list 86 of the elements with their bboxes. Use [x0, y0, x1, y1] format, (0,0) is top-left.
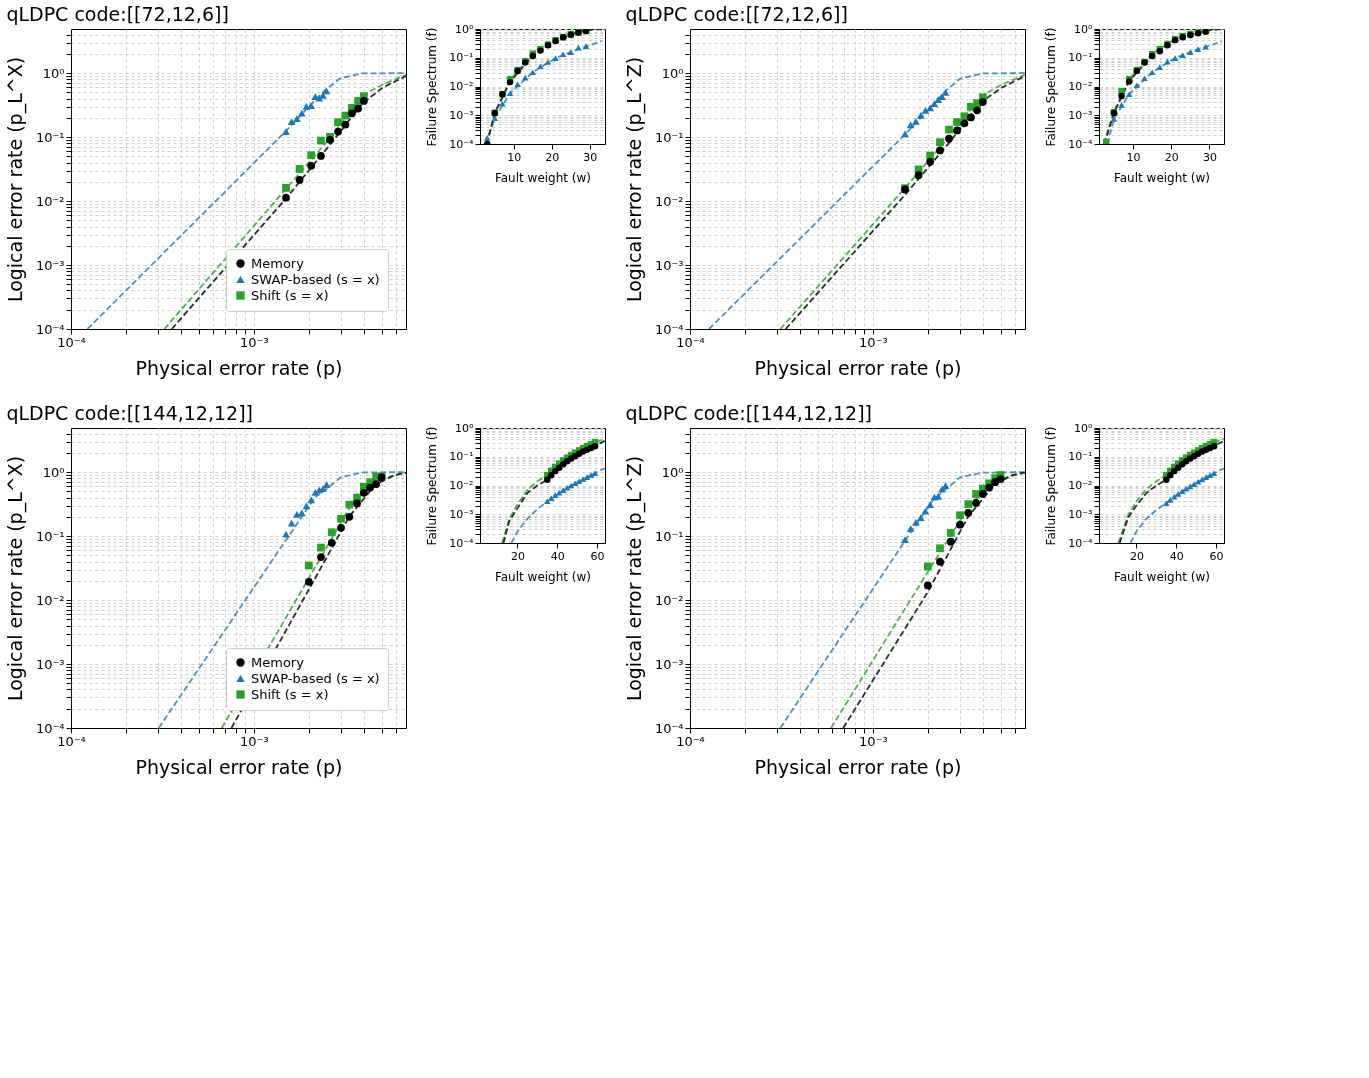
chart-title: qLDPC code:[[144,12,12]]: [6, 401, 254, 424]
legend-label: Shift (s = x): [251, 287, 329, 303]
y-tick-label: 10⁻²: [35, 592, 65, 608]
y-tick-label: 10⁰: [42, 65, 65, 81]
y-tick-label: 10⁻⁴: [449, 536, 475, 550]
legend-label: SWAP-based (s = x): [251, 271, 380, 287]
x-tick-label: 10⁻⁴: [57, 334, 86, 350]
x-tick-label: 10: [1126, 150, 1141, 164]
x-tick-label: 10⁻³: [240, 733, 269, 749]
x-tick-label: 20: [510, 549, 525, 563]
y-tick-label: 10⁻¹: [1068, 450, 1093, 464]
x-tick-label: 20: [1164, 150, 1179, 164]
y-tick-label: 10⁰: [1074, 421, 1094, 435]
x-tick-label: 10: [507, 150, 522, 164]
x-tick-label: 40: [550, 549, 565, 563]
legend-label: Shift (s = x): [251, 686, 329, 702]
y-axis-title: Failure Spectrum (f): [1044, 426, 1059, 546]
y-tick-label: 10⁻²: [35, 193, 65, 209]
y-tick-label: 10⁻³: [654, 257, 684, 273]
x-tick-label: 20: [545, 150, 560, 164]
y-tick-label: 10⁻⁴: [1068, 137, 1094, 151]
x-axis-title: Physical error rate (p): [135, 356, 343, 379]
y-axis-title: Failure Spectrum (f): [425, 426, 440, 546]
y-tick-label: 10⁻³: [1068, 507, 1093, 521]
legend-label: Memory: [251, 255, 305, 271]
y-tick-label: 10⁻¹: [449, 450, 474, 464]
x-axis-title: Physical error rate (p): [754, 755, 962, 778]
y-axis-title: Logical error rate (p_L^Z): [622, 455, 646, 702]
x-tick-label: 30: [1202, 150, 1217, 164]
legend-label: Memory: [251, 654, 305, 670]
chart-title: qLDPC code:[[72,12,6]]: [625, 2, 848, 25]
x-tick-label: 60: [590, 549, 605, 563]
y-axis-title: Failure Spectrum (f): [1044, 27, 1059, 147]
x-axis-title: Fault weight (w): [494, 569, 592, 584]
legend-label: SWAP-based (s = x): [251, 670, 380, 686]
y-tick-label: 10⁻²: [1068, 479, 1093, 492]
x-tick-label: 20: [1129, 549, 1144, 563]
y-tick-label: 10⁻²: [654, 193, 684, 209]
x-tick-label: 60: [1209, 549, 1224, 563]
y-tick-label: 10⁻¹: [654, 129, 684, 145]
x-axis-title: Fault weight (w): [1113, 170, 1211, 185]
y-tick-label: 10⁻⁴: [654, 321, 684, 337]
y-tick-label: 10⁻¹: [35, 129, 65, 145]
y-tick-label: 10⁻²: [654, 592, 684, 608]
x-axis-title: Physical error rate (p): [754, 356, 962, 379]
y-tick-label: 10⁰: [1074, 22, 1094, 36]
x-tick-label: 30: [583, 150, 598, 164]
y-tick-label: 10⁻⁴: [449, 137, 475, 151]
x-tick-label: 10⁻³: [859, 334, 888, 350]
y-tick-label: 10⁻²: [1068, 80, 1093, 93]
y-tick-label: 10⁰: [661, 464, 684, 480]
x-axis-title: Fault weight (w): [494, 170, 592, 185]
y-tick-label: 10⁰: [42, 464, 65, 480]
y-tick-label: 10⁻³: [449, 507, 474, 521]
x-tick-label: 10⁻⁴: [676, 334, 705, 350]
x-tick-label: 10⁻⁴: [57, 733, 86, 749]
y-axis-title: Logical error rate (p_L^X): [3, 56, 27, 303]
y-tick-label: 10⁰: [455, 22, 475, 36]
y-tick-label: 10⁻⁴: [35, 321, 65, 337]
y-axis-title: Logical error rate (p_L^Z): [622, 56, 646, 303]
y-tick-label: 10⁻²: [449, 479, 474, 492]
y-tick-label: 10⁻³: [1068, 108, 1093, 122]
chart-title: qLDPC code:[[72,12,6]]: [6, 2, 229, 25]
y-axis-title: Logical error rate (p_L^X): [3, 455, 27, 702]
y-tick-label: 10⁻³: [35, 656, 65, 672]
x-axis-title: Physical error rate (p): [135, 755, 343, 778]
x-tick-label: 10⁻³: [859, 733, 888, 749]
y-tick-label: 10⁻⁴: [1068, 536, 1094, 550]
y-tick-label: 10⁻³: [35, 257, 65, 273]
y-tick-label: 10⁰: [661, 65, 684, 81]
y-axis-title: Failure Spectrum (f): [425, 27, 440, 147]
y-tick-label: 10⁻¹: [654, 528, 684, 544]
y-tick-label: 10⁻²: [449, 80, 474, 93]
y-tick-label: 10⁻³: [654, 656, 684, 672]
chart-title: qLDPC code:[[144,12,12]]: [625, 401, 873, 424]
y-tick-label: 10⁻¹: [1068, 51, 1093, 65]
y-tick-label: 10⁻¹: [35, 528, 65, 544]
y-tick-label: 10⁻⁴: [654, 720, 684, 736]
y-tick-label: 10⁰: [455, 421, 475, 435]
y-tick-label: 10⁻³: [449, 108, 474, 122]
x-axis-title: Fault weight (w): [1113, 569, 1211, 584]
x-tick-label: 40: [1169, 549, 1184, 563]
y-tick-label: 10⁻¹: [449, 51, 474, 65]
x-tick-label: 10⁻³: [240, 334, 269, 350]
x-tick-label: 10⁻⁴: [676, 733, 705, 749]
y-tick-label: 10⁻⁴: [35, 720, 65, 736]
